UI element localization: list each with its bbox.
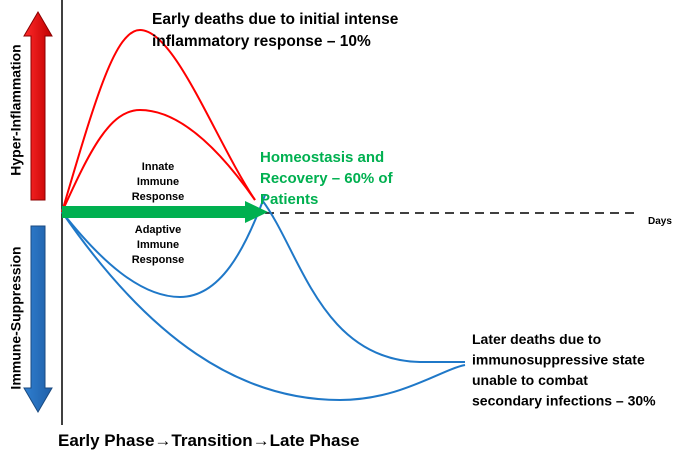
outer-blue-curve xyxy=(61,211,466,402)
hyper-arrow xyxy=(23,11,53,201)
homeostasis-text: Recovery – 60% of xyxy=(260,170,394,187)
days-label: Days xyxy=(648,216,672,227)
innate-text: Immune xyxy=(137,176,179,188)
early-deaths-text: Early deaths due to initial intense xyxy=(152,11,399,28)
phases-label: Early Phase→Transition→Late Phase xyxy=(58,431,359,450)
later-deaths-text: immunosuppressive state xyxy=(472,352,645,368)
inner-blue-curve xyxy=(61,194,266,299)
later-deaths-text: Later deaths due to xyxy=(472,331,601,347)
homeostasis-text: Patients xyxy=(260,191,318,208)
suppression-arrow xyxy=(23,225,53,413)
later-deaths-text: secondary infections – 30% xyxy=(472,393,656,409)
bottom-axis-label: Immune-Suppression xyxy=(8,246,24,389)
adaptive-text: Response xyxy=(132,254,185,266)
early-deaths-text: inflammatory response – 10% xyxy=(152,33,371,50)
inner-red-curve xyxy=(61,108,256,213)
outer-red-curve xyxy=(61,28,256,213)
top-axis-label: Hyper-Inflammation xyxy=(8,44,24,175)
green-arrow xyxy=(62,201,268,223)
adaptive-text: Adaptive xyxy=(135,224,181,236)
innate-text: Innate xyxy=(142,161,174,173)
annotations: Early deaths due to initial intense infla… xyxy=(132,11,656,409)
homeostasis-text: Homeostasis and xyxy=(260,149,384,166)
recovery-blue-curve xyxy=(261,199,465,363)
adaptive-text: Immune xyxy=(137,239,179,251)
innate-text: Response xyxy=(132,191,185,203)
later-deaths-text: unable to combat xyxy=(472,372,588,388)
